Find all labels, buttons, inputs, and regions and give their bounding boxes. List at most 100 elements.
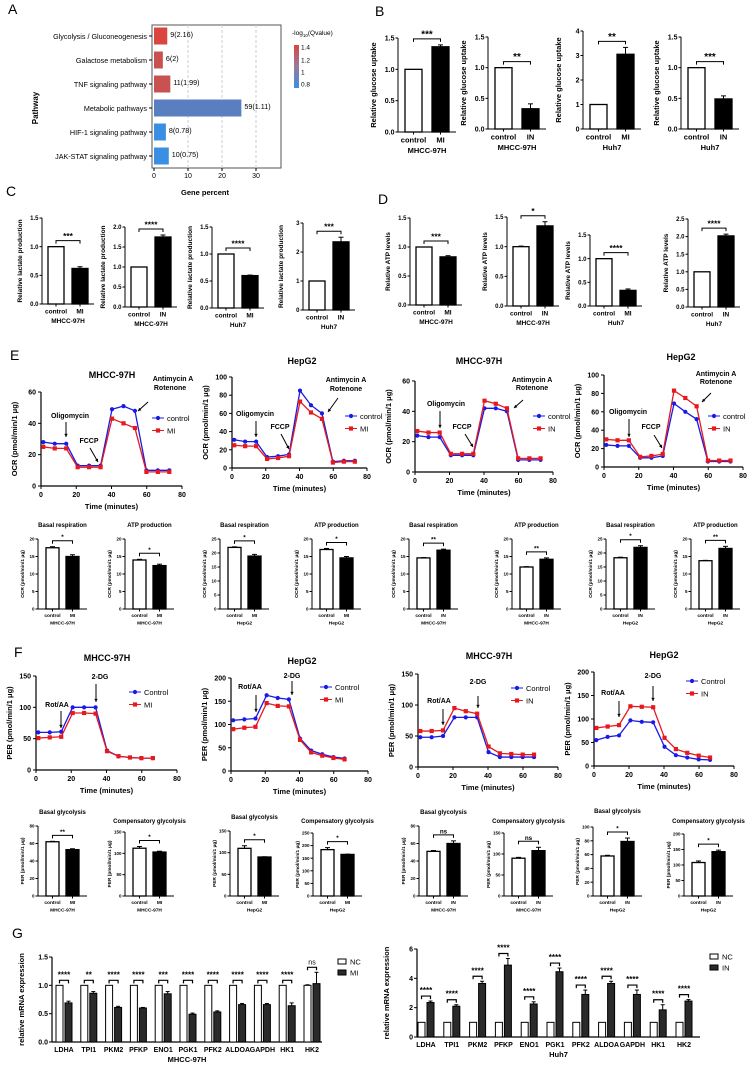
annotation-label: Rotenone bbox=[154, 385, 186, 392]
legend-label: IN bbox=[548, 425, 556, 434]
grouped-bar-chart: 0 2 4 6 **** LDHA **** TPI1 **** PKM2 **** PFKP ****… bbox=[382, 944, 733, 1059]
y-axis-label: OCR (pmol/min/1 μg) bbox=[573, 383, 582, 458]
y-tick-label: 40 bbox=[591, 428, 599, 435]
series-line-MI bbox=[43, 417, 170, 473]
y-tick-label: 0.0 bbox=[668, 126, 678, 133]
y-tick-label: 0 bbox=[403, 607, 406, 612]
colorbar-tick-label: 1 bbox=[301, 70, 305, 77]
y-tick-label: 4 bbox=[409, 976, 413, 983]
y-axis-label: Relative glucose uptake bbox=[554, 37, 563, 122]
bar-treatment bbox=[536, 225, 554, 307]
data-point bbox=[516, 456, 521, 461]
data-point bbox=[70, 705, 75, 710]
y-tick-label: 1.5 bbox=[676, 252, 685, 258]
x-axis-label: Huh7 bbox=[608, 320, 625, 327]
y-tick-label: 5 bbox=[32, 589, 35, 594]
series-line-Control bbox=[420, 716, 535, 758]
y-tick-label: 60 bbox=[591, 409, 599, 416]
data-point bbox=[707, 755, 713, 760]
data-point bbox=[628, 718, 633, 723]
bar-chart: 0 1 2 3 control IN *** Huh7 Relative lactate pro… bbox=[278, 221, 355, 331]
bar-IN bbox=[478, 982, 487, 1038]
annotation-label: Oligomycin bbox=[427, 401, 465, 408]
bar-treatment bbox=[531, 849, 546, 897]
y-tick-label: 0 bbox=[119, 894, 122, 899]
significance-bracket bbox=[58, 979, 70, 984]
y-axis-label: Relative glucose uptake bbox=[459, 40, 468, 125]
y-tick-label: 150 bbox=[577, 693, 589, 700]
significance-bracket bbox=[139, 840, 160, 844]
y-tick-label: 50 bbox=[675, 878, 681, 883]
y-tick-label: 2 bbox=[576, 77, 580, 84]
significance-bracket bbox=[244, 839, 265, 843]
x-tick-label: 80 bbox=[730, 772, 738, 779]
x-axis-label: Huh7 bbox=[603, 143, 622, 152]
data-point bbox=[615, 443, 620, 448]
y-tick-label: 1.5 bbox=[38, 955, 48, 962]
chart-title: MHCC-97H bbox=[89, 370, 136, 380]
significance-bracket bbox=[696, 61, 724, 65]
x-tick-label: 20 bbox=[446, 478, 454, 485]
significance-label: **** bbox=[207, 970, 220, 979]
legend-marker bbox=[689, 691, 695, 696]
x-tick-label: IN bbox=[160, 312, 167, 319]
x-axis-label: MHCC-97H bbox=[137, 908, 162, 914]
x-tick-label: control bbox=[131, 613, 147, 619]
x-tick-label: 80 bbox=[364, 777, 372, 784]
significance-label: ns bbox=[440, 828, 448, 835]
data-point bbox=[594, 725, 599, 731]
x-tick-label: PFKP bbox=[129, 1047, 148, 1054]
y-tick-label: 40 bbox=[584, 866, 590, 871]
significance-label: **** bbox=[132, 970, 145, 979]
line-chart: 0 20 40 60 80 0 50 100 150 200 Time (minutes) PER (… bbox=[200, 656, 372, 796]
data-point bbox=[82, 710, 87, 716]
significance-label: ns bbox=[308, 959, 316, 966]
x-tick-label: control bbox=[510, 311, 532, 318]
arrow-head-icon bbox=[64, 433, 68, 437]
x-axis-label: MHCC-97H bbox=[50, 908, 75, 914]
pathway-label: Glycolysis / Gluconeogenesis bbox=[53, 32, 147, 41]
bar-control bbox=[217, 253, 235, 309]
annotation-label: FCCP bbox=[79, 438, 98, 445]
y-axis-label: OCR (pmol/min/1 μg) bbox=[494, 550, 500, 598]
x-tick-label: 80 bbox=[554, 773, 562, 780]
bar-treatment bbox=[718, 547, 733, 610]
y-tick-label: 5 bbox=[214, 593, 217, 598]
significance-label: * bbox=[629, 533, 632, 540]
x-axis-label: Huh7 bbox=[701, 143, 720, 152]
bar-chart: 0 1 2 3 4 control MI ** Huh7 Relative glucose upt… bbox=[554, 28, 641, 152]
data-point bbox=[232, 443, 237, 448]
y-tick-label: 50 bbox=[116, 872, 122, 877]
y-tick-label: 2.0 bbox=[676, 235, 685, 241]
y-tick-label: 1.0 bbox=[668, 65, 678, 72]
x-tick-label: control bbox=[518, 613, 534, 619]
x-axis-label: Time (minutes) bbox=[637, 782, 691, 791]
data-point bbox=[242, 717, 247, 722]
bar-NC bbox=[572, 1021, 581, 1038]
data-point bbox=[463, 715, 468, 720]
y-tick-label: 20 bbox=[682, 537, 688, 542]
series-line-MI bbox=[233, 702, 345, 761]
data-point bbox=[482, 398, 487, 403]
bar-MI bbox=[89, 992, 98, 1043]
bar-treatment bbox=[257, 856, 272, 897]
significance-label: **** bbox=[231, 970, 244, 979]
x-axis-label: Time (minutes) bbox=[647, 483, 701, 492]
bar-chart: 0 50 100 150 control MI * HepG2 PER (pmol/min/1 … bbox=[212, 815, 279, 914]
y-tick-label: 50 bbox=[221, 872, 227, 877]
legend-label: control bbox=[723, 412, 746, 421]
x-tick-label: ENO1 bbox=[154, 1047, 173, 1054]
panel-label: G bbox=[12, 925, 23, 941]
y-tick-label: 40 bbox=[402, 409, 410, 416]
bar-value-label: 59(1.11) bbox=[244, 102, 270, 111]
y-axis-label: OCR (pmol/min/1 μg) bbox=[294, 550, 300, 598]
y-axis-label: relative mRNA expression bbox=[17, 953, 26, 1046]
data-point bbox=[253, 716, 258, 721]
x-tick-label: 60 bbox=[330, 777, 338, 784]
y-tick-label: 0 bbox=[498, 894, 501, 899]
x-tick-label: IN bbox=[723, 312, 730, 319]
x-tick-label: IN bbox=[542, 311, 549, 318]
y-tick-label: 0 bbox=[27, 768, 31, 775]
y-tick-label: 0 bbox=[32, 607, 35, 612]
x-tick-label: 0 bbox=[592, 772, 596, 779]
